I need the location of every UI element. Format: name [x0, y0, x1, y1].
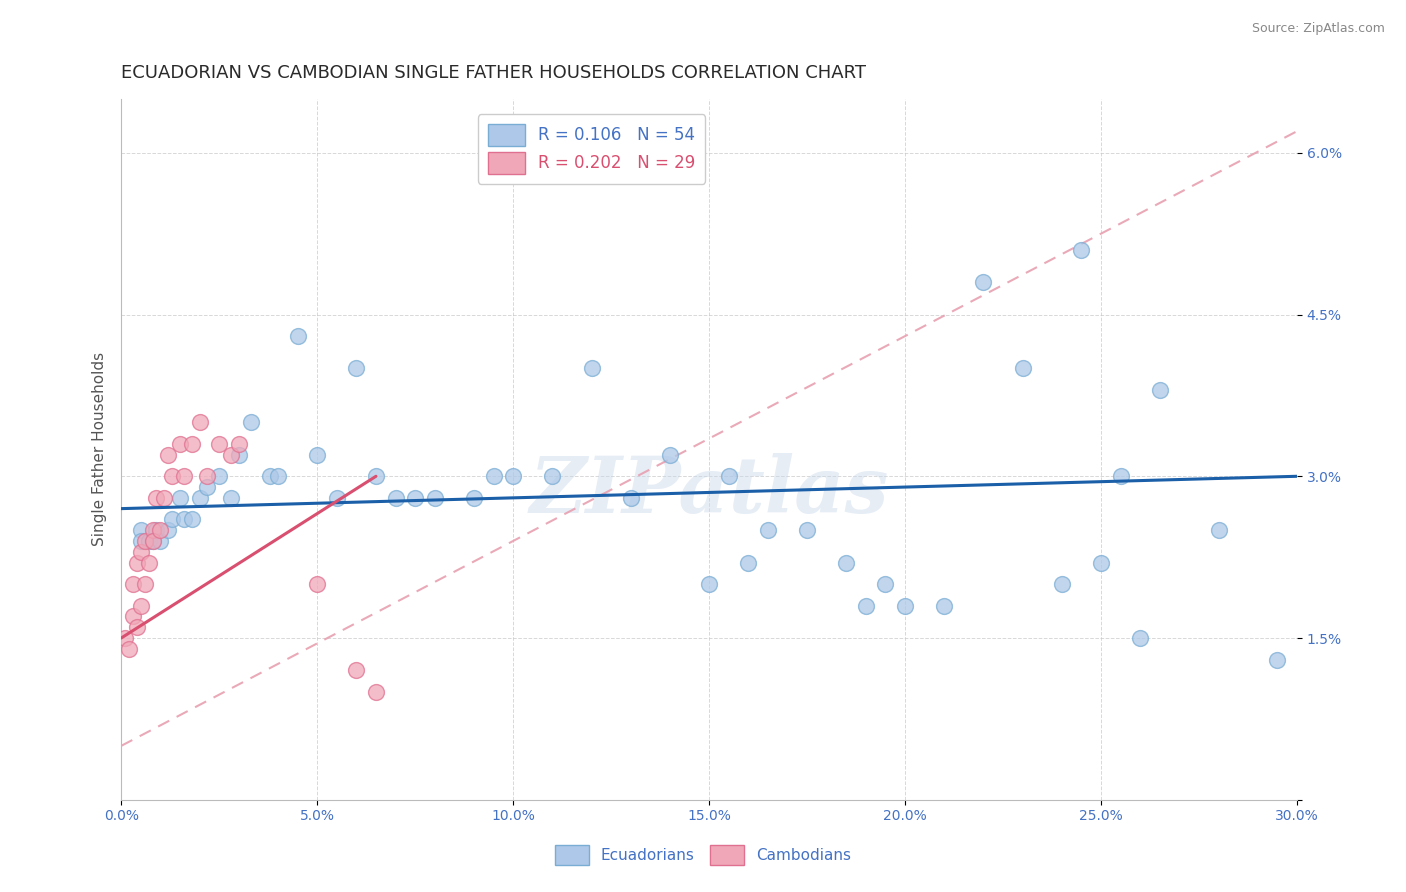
Point [125, 620, 148, 634]
Point [145, 491, 167, 505]
Point [658, 448, 681, 462]
Point [326, 491, 349, 505]
Point [1070, 243, 1092, 257]
Point [208, 469, 231, 483]
Point [581, 361, 603, 376]
Point [423, 491, 446, 505]
Text: ZIPatlas: ZIPatlas [530, 453, 889, 530]
Point [1208, 523, 1230, 537]
Point [157, 448, 180, 462]
Point [153, 491, 176, 505]
Text: ECUADORIAN VS CAMBODIAN SINGLE FATHER HOUSEHOLDS CORRELATION CHART: ECUADORIAN VS CAMBODIAN SINGLE FATHER HO… [121, 64, 866, 82]
Point [835, 556, 858, 570]
Point [138, 556, 160, 570]
Point [125, 556, 148, 570]
Point [180, 437, 202, 451]
Point [267, 469, 290, 483]
Point [208, 437, 231, 451]
Point [307, 448, 329, 462]
Point [717, 469, 740, 483]
Point [145, 523, 167, 537]
Point [1149, 383, 1171, 397]
Point [934, 599, 956, 613]
Point [697, 577, 720, 591]
Point [384, 491, 406, 505]
Point [129, 533, 152, 548]
Legend: Ecuadorians, Cambodians: Ecuadorians, Cambodians [548, 839, 858, 871]
Point [364, 469, 387, 483]
Point [1050, 577, 1073, 591]
Point [142, 533, 165, 548]
Point [173, 512, 195, 526]
Point [122, 609, 145, 624]
Point [188, 491, 211, 505]
Point [972, 275, 994, 289]
Point [129, 545, 152, 559]
Point [1090, 556, 1112, 570]
Point [197, 469, 219, 483]
Point [228, 448, 250, 462]
Y-axis label: Single Father Households: Single Father Households [93, 352, 107, 547]
Point [463, 491, 485, 505]
Point [875, 577, 897, 591]
Point [287, 329, 309, 343]
Point [482, 469, 505, 483]
Point [122, 577, 145, 591]
Point [1129, 631, 1152, 645]
Point [228, 437, 250, 451]
Point [169, 437, 191, 451]
Point [307, 577, 329, 591]
Point [219, 491, 242, 505]
Point [855, 599, 877, 613]
Point [541, 469, 564, 483]
Point [180, 512, 202, 526]
Point [1011, 361, 1033, 376]
Legend: R = 0.106   N = 54, R = 0.202   N = 29: R = 0.106 N = 54, R = 0.202 N = 29 [478, 114, 706, 184]
Point [149, 523, 172, 537]
Point [197, 480, 219, 494]
Point [134, 577, 156, 591]
Point [149, 533, 172, 548]
Text: Source: ZipAtlas.com: Source: ZipAtlas.com [1251, 22, 1385, 36]
Point [160, 512, 183, 526]
Point [1109, 469, 1132, 483]
Point [756, 523, 779, 537]
Point [169, 491, 191, 505]
Point [344, 361, 367, 376]
Point [404, 491, 426, 505]
Point [259, 469, 281, 483]
Point [142, 533, 165, 548]
Point [239, 416, 262, 430]
Point [129, 599, 152, 613]
Point [114, 631, 136, 645]
Point [364, 685, 387, 699]
Point [157, 523, 180, 537]
Point [1265, 652, 1288, 666]
Point [620, 491, 643, 505]
Point [188, 416, 211, 430]
Point [142, 523, 165, 537]
Point [219, 448, 242, 462]
Point [894, 599, 917, 613]
Point [129, 523, 152, 537]
Point [344, 664, 367, 678]
Point [118, 641, 141, 656]
Point [502, 469, 524, 483]
Point [138, 533, 160, 548]
Point [737, 556, 759, 570]
Point [134, 533, 156, 548]
Point [173, 469, 195, 483]
Point [796, 523, 818, 537]
Point [160, 469, 183, 483]
